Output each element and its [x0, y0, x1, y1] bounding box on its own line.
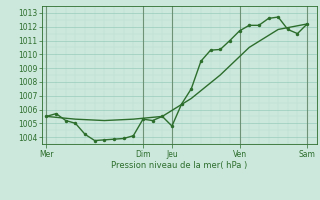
X-axis label: Pression niveau de la mer( hPa ): Pression niveau de la mer( hPa ) — [111, 161, 247, 170]
